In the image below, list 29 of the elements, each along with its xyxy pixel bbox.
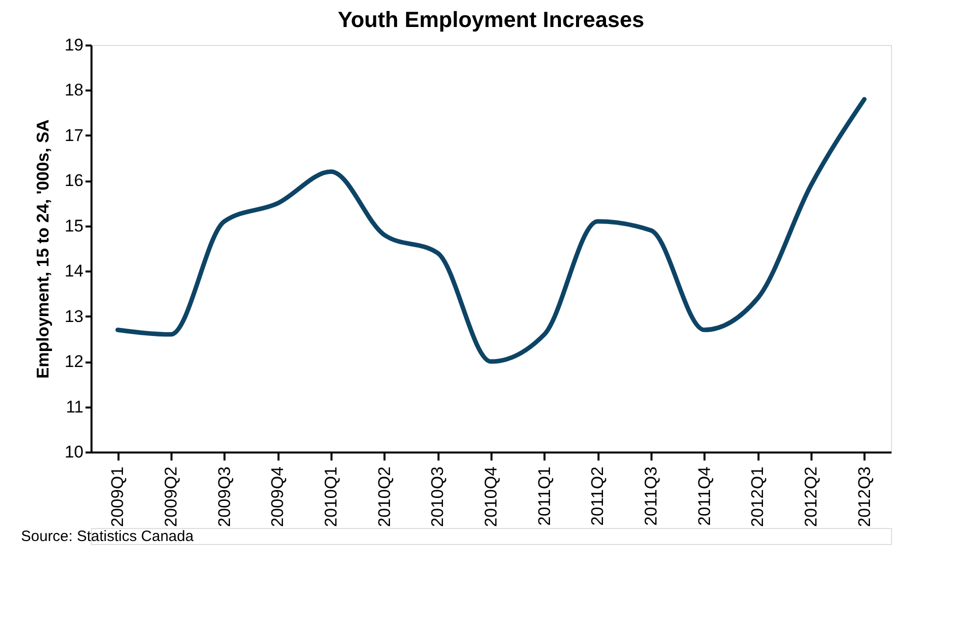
y-axis-title: Employment, 15 to 24, '000s, SA xyxy=(34,119,53,379)
x-tick-label: 2009Q4 xyxy=(268,466,288,527)
y-tick-label: 16 xyxy=(64,171,84,190)
y-tick-label: 15 xyxy=(64,216,84,236)
x-tick-label: 2010Q3 xyxy=(428,466,448,527)
y-tick-label: 19 xyxy=(64,36,84,54)
x-tick-label: 2010Q1 xyxy=(322,466,340,527)
x-tick-label: 2012Q3 xyxy=(854,466,874,527)
y-tick-label: 13 xyxy=(64,306,84,326)
line-series xyxy=(115,97,867,364)
x-tick-label: 2009Q1 xyxy=(108,466,128,527)
y-tick-label: 14 xyxy=(64,262,84,281)
y-tick-label: 11 xyxy=(66,397,84,416)
x-tick-label: 2011Q2 xyxy=(588,466,608,526)
x-tick-label: 2011Q1 xyxy=(534,466,554,526)
source-note: Source: Statistics Canada xyxy=(21,528,194,545)
x-tick-label: 2011Q3 xyxy=(642,466,660,526)
y-tick-label: 18 xyxy=(64,80,84,100)
x-tick-label: 2010Q2 xyxy=(374,466,394,527)
x-tick-label: 2010Q4 xyxy=(482,466,500,527)
x-tick-label: 2011Q4 xyxy=(694,466,714,526)
x-tick-label: 2009Q2 xyxy=(162,466,180,527)
x-tick-label: 2012Q1 xyxy=(748,466,768,527)
y-tick-label: 12 xyxy=(64,352,84,372)
x-tick-label: 2009Q3 xyxy=(214,466,234,527)
chart-title: Youth Employment Increases xyxy=(338,7,644,32)
x-tick-label: 2012Q2 xyxy=(802,466,820,527)
y-tick-label: 10 xyxy=(64,442,84,462)
y-tick-label: 17 xyxy=(64,126,84,145)
